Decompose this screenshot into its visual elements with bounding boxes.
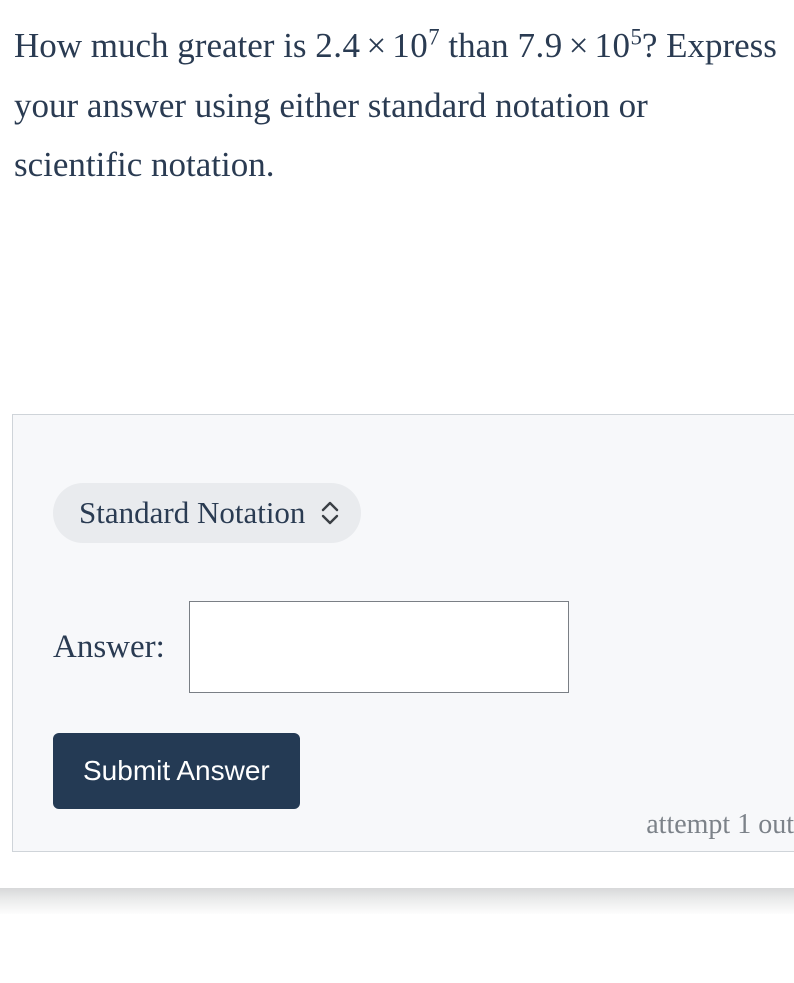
question-text-pre: How much greater is <box>14 26 315 65</box>
expr2-base: 10 <box>594 26 630 65</box>
expr1-times: × <box>361 26 393 65</box>
notation-selector[interactable]: Standard Notation <box>53 483 361 543</box>
submit-button-label: Submit Answer <box>83 755 270 786</box>
answer-input[interactable] <box>189 601 569 693</box>
answer-label: Answer: <box>53 629 165 666</box>
question-area: How much greater is 2.4×107 than 7.9×105… <box>0 0 794 195</box>
question-text: How much greater is 2.4×107 than 7.9×105… <box>14 16 780 195</box>
attempt-counter: attempt 1 out <box>646 809 794 841</box>
answer-panel: Standard Notation Answer: Submit Answer … <box>12 414 794 852</box>
question-text-mid: than <box>440 26 518 65</box>
expr1-base: 10 <box>392 26 428 65</box>
answer-row: Answer: <box>53 601 569 693</box>
expr2-exponent: 5 <box>630 24 641 49</box>
card-shadow <box>0 888 794 914</box>
notation-selector-label: Standard Notation <box>79 495 305 531</box>
submit-button[interactable]: Submit Answer <box>53 733 300 809</box>
expr1-exponent: 7 <box>428 24 439 49</box>
expr1-mantissa: 2.4 <box>315 26 360 65</box>
chevron-up-down-icon <box>321 501 339 525</box>
expr-2: 7.9×105 <box>517 26 641 65</box>
expr-1: 2.4×107 <box>315 26 439 65</box>
expr2-mantissa: 7.9 <box>517 26 562 65</box>
expr2-times: × <box>563 26 595 65</box>
